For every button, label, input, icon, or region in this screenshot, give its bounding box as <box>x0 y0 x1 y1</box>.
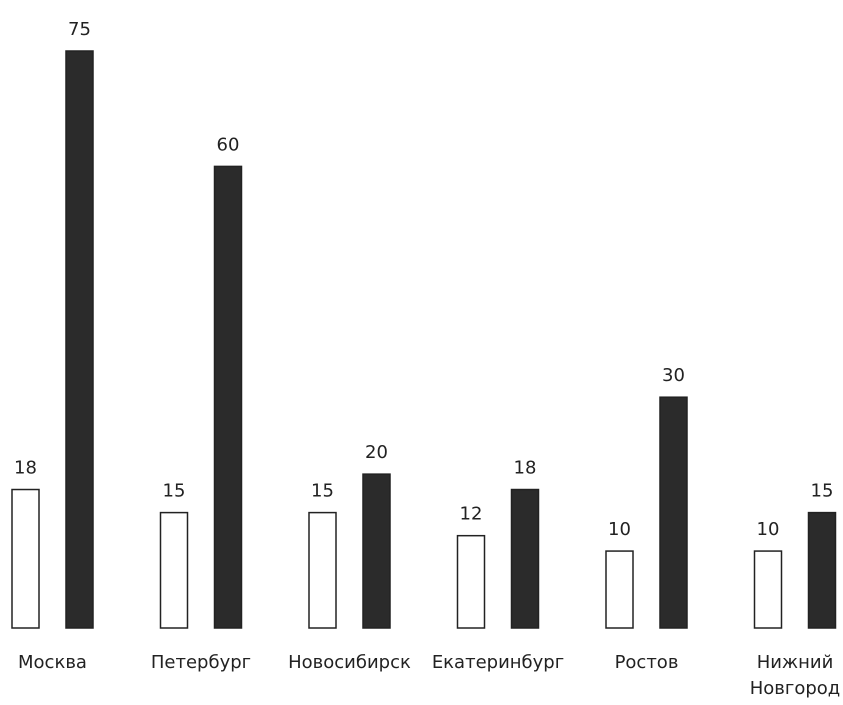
category-label-line: Петербург <box>151 652 251 673</box>
bar-black-3 <box>510 488 540 629</box>
category-label-line: Нижний <box>757 652 834 673</box>
bar-white-1 <box>159 511 189 629</box>
category-label: Ростов <box>615 652 679 673</box>
category-label: Петербург <box>151 652 251 673</box>
data-label: 30 <box>662 365 685 386</box>
category-label: Нижний Новгород <box>750 652 841 699</box>
bar-black-1 <box>213 165 243 629</box>
bar-white-3 <box>456 534 486 629</box>
category-label-line: Новосибирск <box>288 652 411 673</box>
data-label: 10 <box>757 519 780 540</box>
bar-black-2 <box>362 473 391 629</box>
category-label: Москва <box>18 652 87 673</box>
data-label: 18 <box>14 458 37 479</box>
data-label: 15 <box>311 481 334 502</box>
category-label-line: Новгород <box>750 678 841 699</box>
bar-black-4 <box>659 396 688 629</box>
data-label: 15 <box>163 481 186 502</box>
data-label: 20 <box>365 442 388 463</box>
data-label: 10 <box>608 519 631 540</box>
bar-white-0 <box>11 488 40 629</box>
category-label: Новосибирск <box>288 652 411 673</box>
bar-white-5 <box>753 550 783 629</box>
data-label: 12 <box>460 504 483 525</box>
bar-black-0 <box>65 50 94 629</box>
category-label-line: Екатеринбург <box>432 652 564 673</box>
bar-black-5 <box>807 511 837 629</box>
data-label: 75 <box>68 19 91 40</box>
data-label: 15 <box>811 481 834 502</box>
bar-white-4 <box>605 550 634 629</box>
data-label: 60 <box>217 134 240 155</box>
category-label-line: Москва <box>18 652 87 673</box>
data-label: 18 <box>514 458 537 479</box>
bar-white-2 <box>308 511 337 629</box>
category-label: Екатеринбург <box>432 652 564 673</box>
category-label-line: Ростов <box>615 652 679 673</box>
